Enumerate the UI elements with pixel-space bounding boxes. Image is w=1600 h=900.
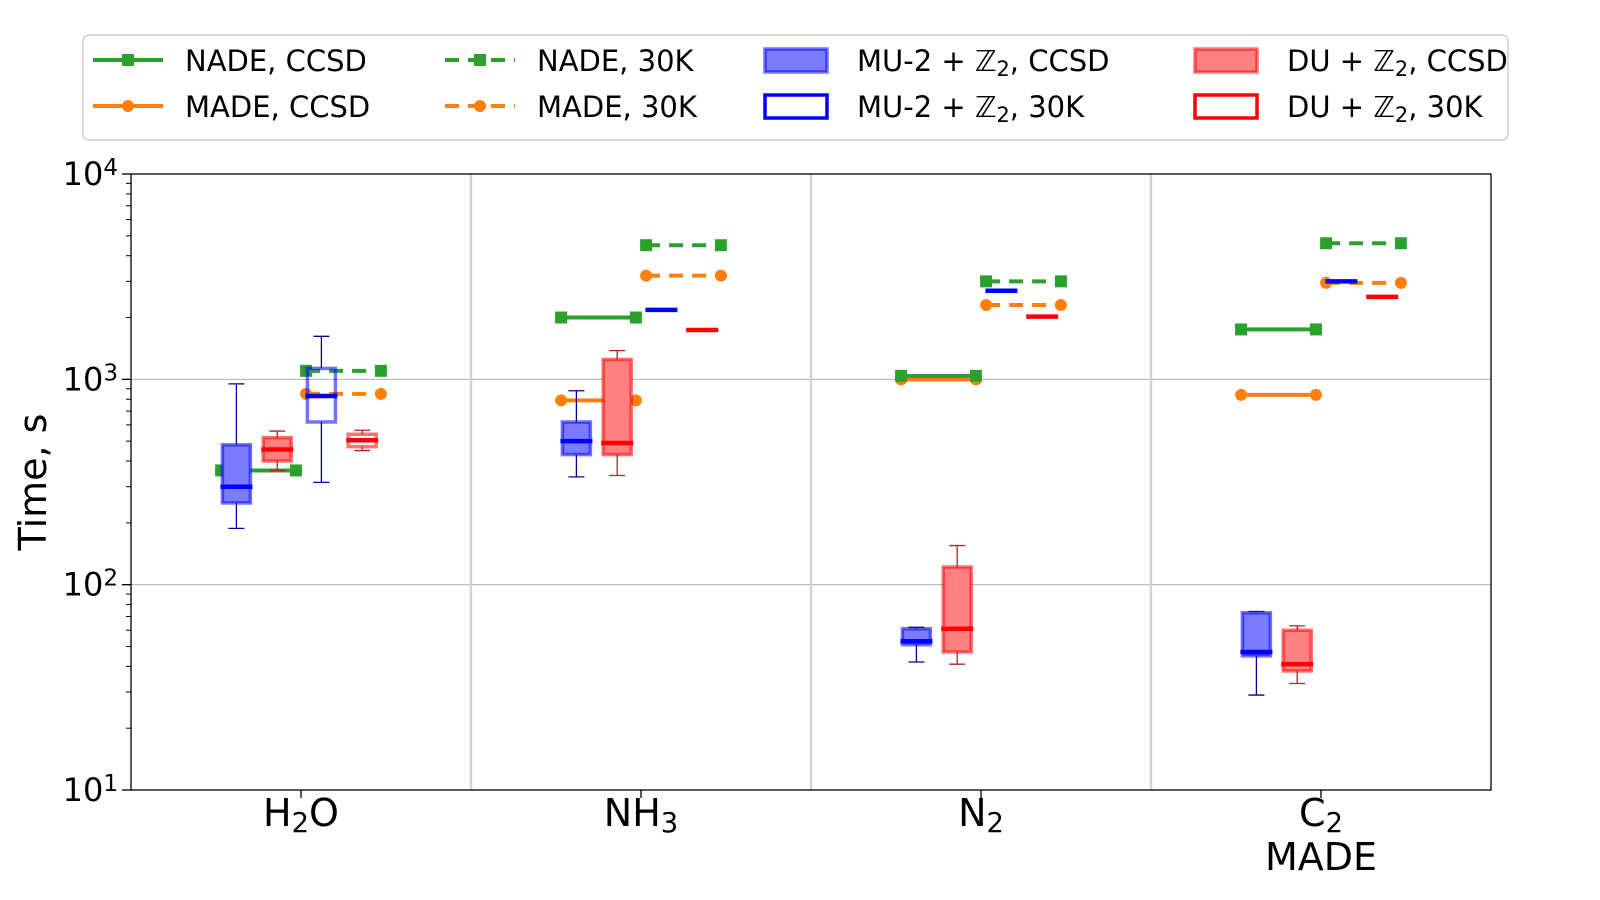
x-tick-label: NH3: [604, 791, 678, 839]
legend-label: NADE, 30K: [537, 44, 695, 78]
legend-item: MADE, CCSD: [93, 90, 370, 124]
box-body: [560, 420, 593, 457]
boxes-mu-2-z2-30k: [305, 279, 1358, 483]
grid: [131, 174, 1491, 790]
series-point: [640, 269, 653, 282]
series-point: [1309, 388, 1322, 401]
series-point: [969, 369, 982, 382]
legend-label: DU + ℤ2, CCSD: [1287, 44, 1508, 81]
x-tick-label: C2: [1299, 791, 1343, 839]
legend-label: MADE, CCSD: [185, 90, 370, 124]
legend-label: NADE, CCSD: [185, 44, 367, 78]
legend-item: NADE, 30K: [445, 44, 695, 78]
series-point: [629, 311, 642, 324]
series-point: [374, 364, 387, 377]
series-point: [1394, 237, 1407, 250]
series-point: [374, 387, 387, 400]
box-body: [1240, 610, 1273, 658]
series-nade-30k: [300, 237, 1407, 377]
series-point: [714, 269, 727, 282]
box-body: [941, 565, 973, 654]
legend: NADE, CCSD MADE, CCSD NADE, 30K MADE, 30K MU…: [93, 44, 1508, 127]
y-tick-label: 104: [63, 155, 118, 193]
x-tick-label: N2: [958, 791, 1004, 839]
series-point: [1235, 388, 1248, 401]
y-tick-label: 103: [63, 360, 118, 398]
y-tick-label: 101: [63, 771, 118, 809]
legend-swatch-marker: [122, 100, 134, 112]
legend-label: MU-2 + ℤ2, CCSD: [857, 44, 1109, 81]
plot-frame: [130, 173, 1492, 791]
series-point: [289, 464, 302, 477]
series-point: [980, 299, 993, 312]
series-point: [1320, 237, 1333, 250]
box-body: [601, 357, 633, 457]
series-point: [1235, 323, 1248, 336]
x-tick-label: H2O: [263, 791, 339, 839]
legend-item: MADE, 30K: [445, 90, 698, 124]
boxes-mu-2-z2-ccsd: [220, 383, 1273, 696]
y-tick-label: 102: [63, 565, 118, 603]
y-axis: 101 102 103 104: [63, 155, 131, 809]
legend-item: MU-2 + ℤ2, 30K: [763, 90, 1085, 127]
box-body: [220, 443, 253, 505]
legend-swatch-marker: [474, 54, 486, 66]
series-point: [1054, 299, 1067, 312]
series-point: [1394, 276, 1407, 289]
series-point: [1054, 275, 1067, 288]
legend-swatch-box: [763, 93, 829, 120]
legend-swatch-box: [763, 47, 829, 74]
legend-item: DU + ℤ2, CCSD: [1193, 44, 1508, 81]
series-point: [555, 311, 568, 324]
series-point: [640, 239, 653, 252]
legend-item: NADE, CCSD: [93, 44, 367, 78]
legend-label: MADE, 30K: [537, 90, 698, 124]
plot-area: [215, 237, 1407, 696]
boxes-du-z2-ccsd: [261, 349, 1314, 685]
legend-label: MU-2 + ℤ2, 30K: [857, 90, 1085, 127]
legend-item: DU + ℤ2, 30K: [1193, 90, 1484, 127]
series-point: [1309, 323, 1322, 336]
legend-swatch-marker: [474, 100, 486, 112]
series-point: [980, 275, 993, 288]
legend-label: DU + ℤ2, 30K: [1287, 90, 1484, 127]
legend-swatch-box: [1193, 47, 1259, 74]
legend-swatch-box: [1193, 93, 1259, 120]
series-point: [895, 369, 908, 382]
y-axis-label: Time, s: [11, 414, 55, 552]
legend-item: MU-2 + ℤ2, CCSD: [763, 44, 1109, 81]
legend-swatch-marker: [122, 54, 134, 66]
boxes-du-z2-30k: [346, 294, 1399, 452]
x-tick-label-extra: MADE: [1265, 835, 1377, 879]
legend-box: [82, 34, 1509, 141]
series-point: [714, 239, 727, 252]
series-point: [555, 394, 568, 407]
